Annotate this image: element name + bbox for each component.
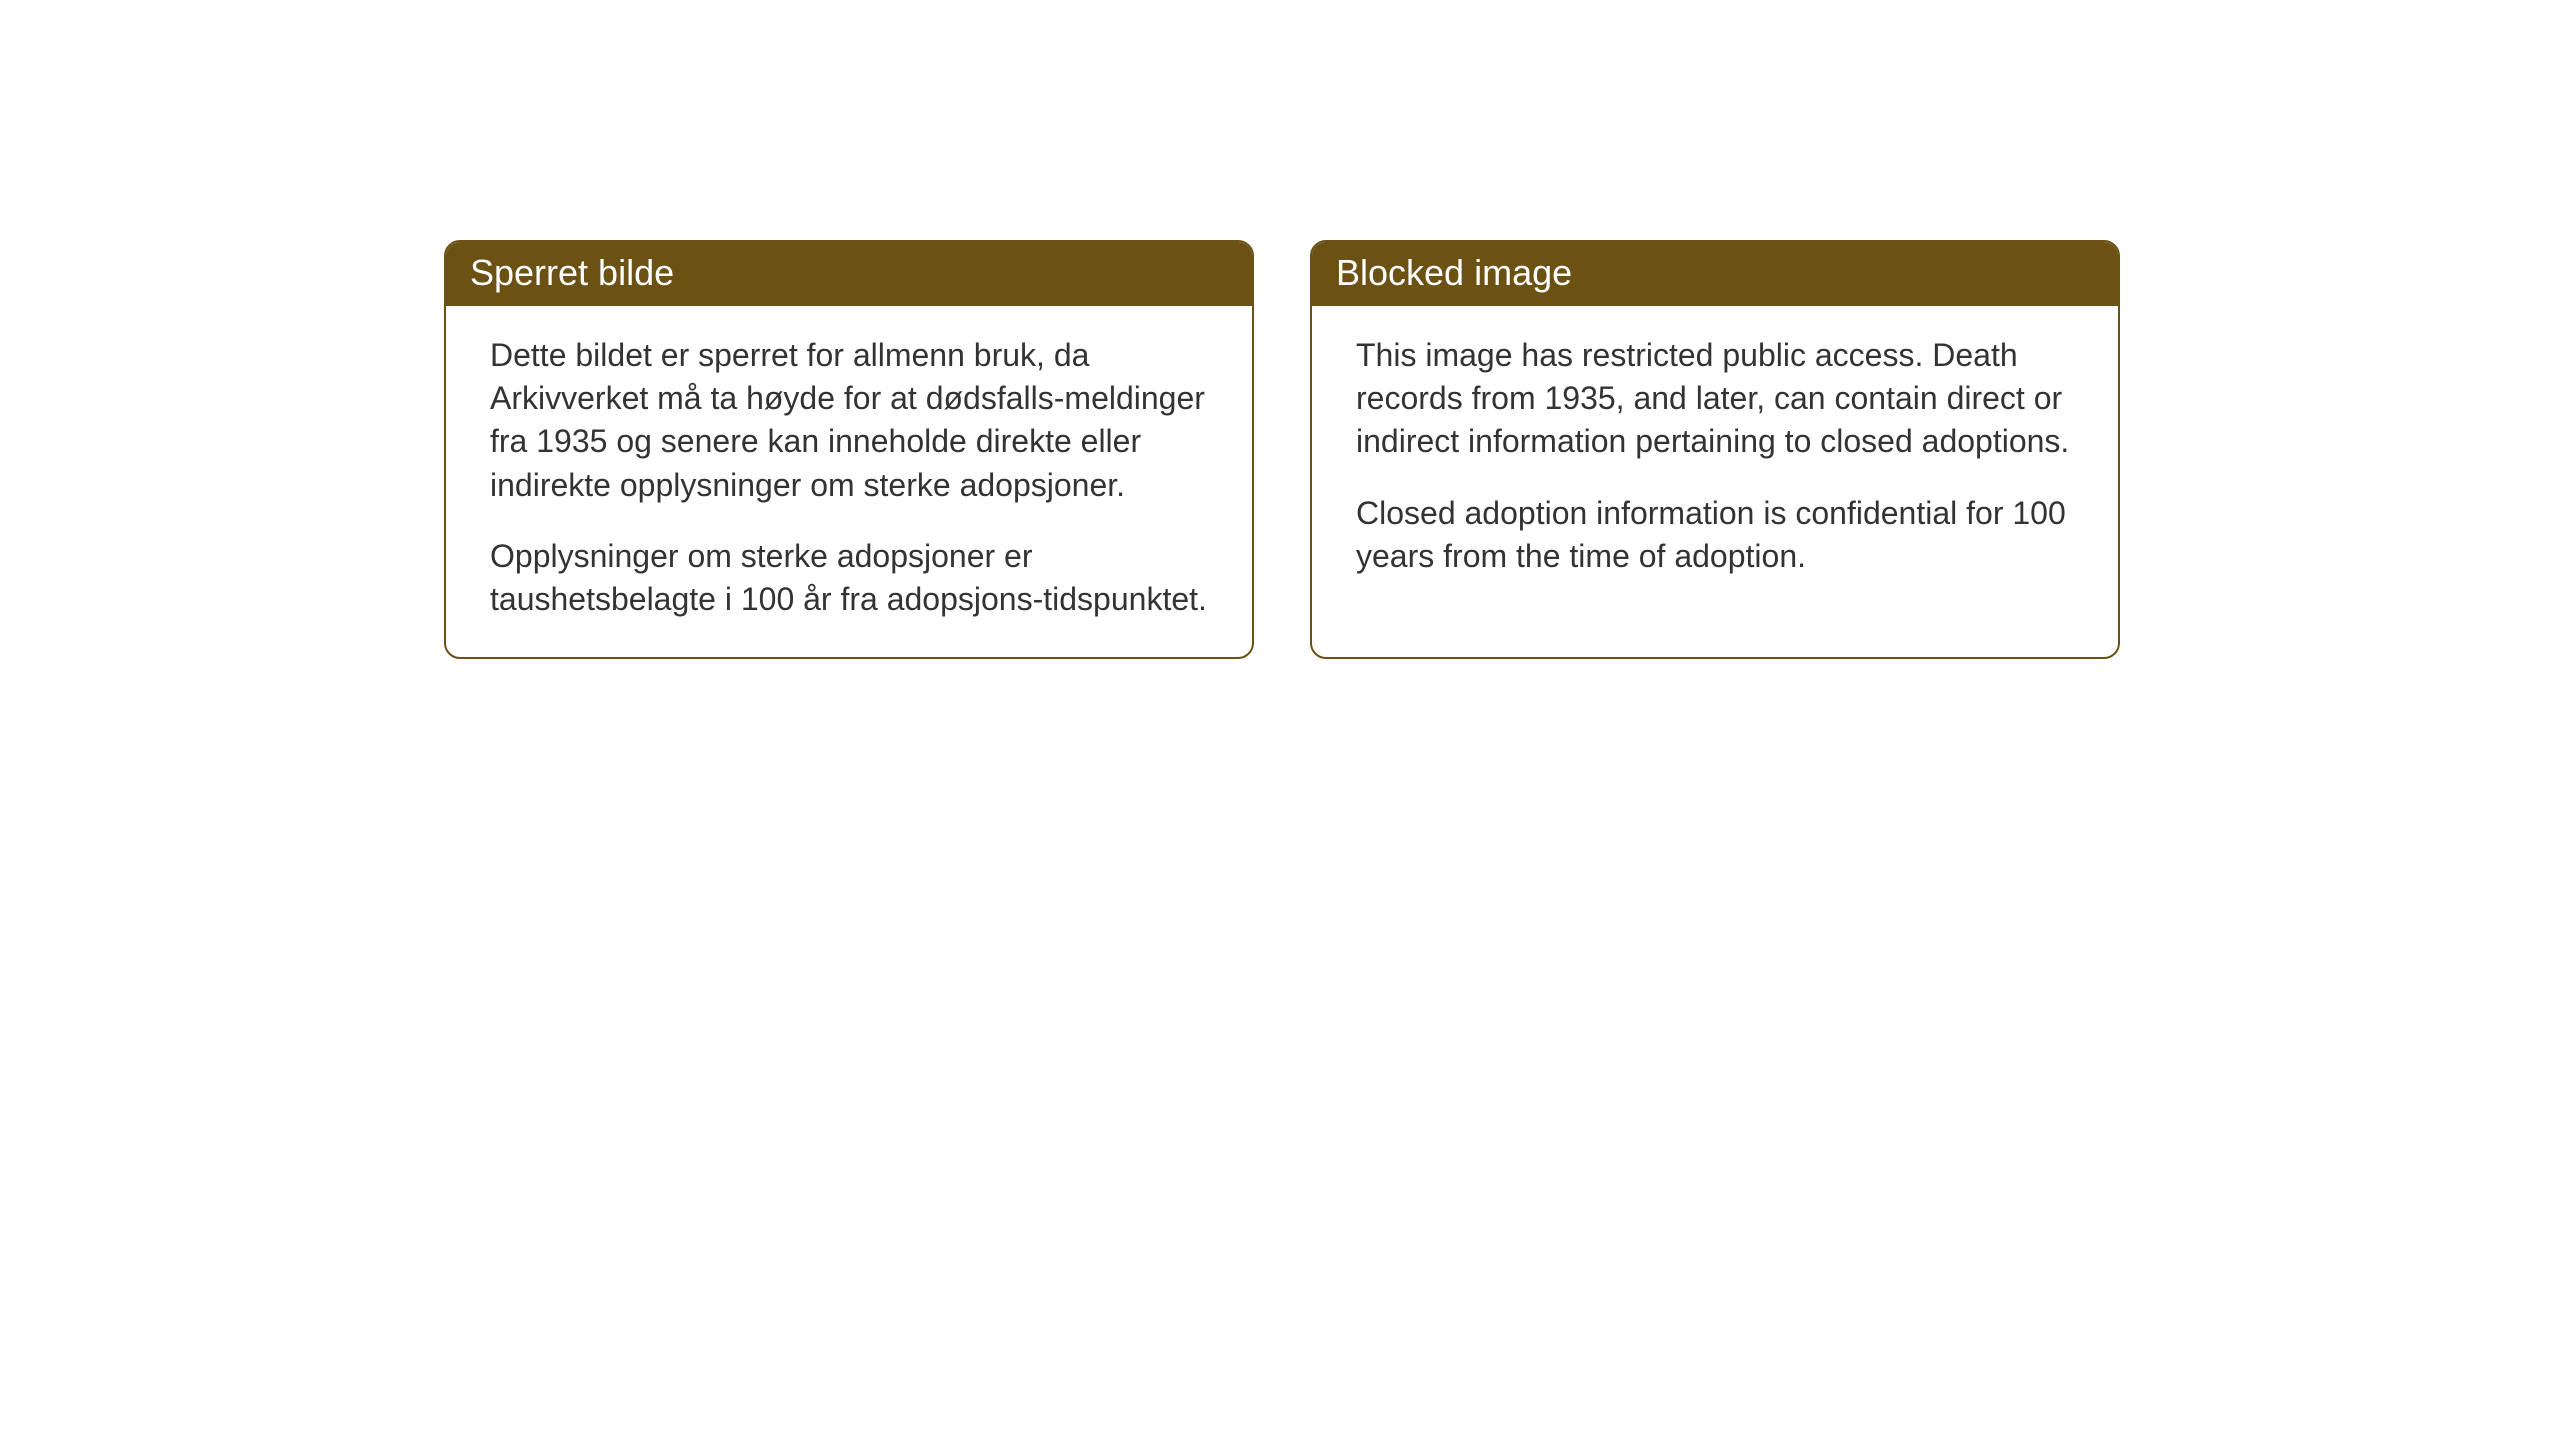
- card-paragraph-1-english: This image has restricted public access.…: [1356, 334, 2074, 464]
- card-header-english: Blocked image: [1312, 242, 2118, 306]
- card-title-norwegian: Sperret bilde: [470, 252, 674, 293]
- card-title-english: Blocked image: [1336, 252, 1572, 293]
- card-paragraph-2-english: Closed adoption information is confident…: [1356, 492, 2074, 578]
- notice-cards-container: Sperret bilde Dette bildet er sperret fo…: [444, 240, 2120, 659]
- card-header-norwegian: Sperret bilde: [446, 242, 1252, 306]
- card-body-english: This image has restricted public access.…: [1312, 306, 2118, 614]
- notice-card-english: Blocked image This image has restricted …: [1310, 240, 2120, 659]
- card-body-norwegian: Dette bildet er sperret for allmenn bruk…: [446, 306, 1252, 657]
- card-paragraph-1-norwegian: Dette bildet er sperret for allmenn bruk…: [490, 334, 1208, 507]
- card-paragraph-2-norwegian: Opplysninger om sterke adopsjoner er tau…: [490, 535, 1208, 621]
- notice-card-norwegian: Sperret bilde Dette bildet er sperret fo…: [444, 240, 1254, 659]
